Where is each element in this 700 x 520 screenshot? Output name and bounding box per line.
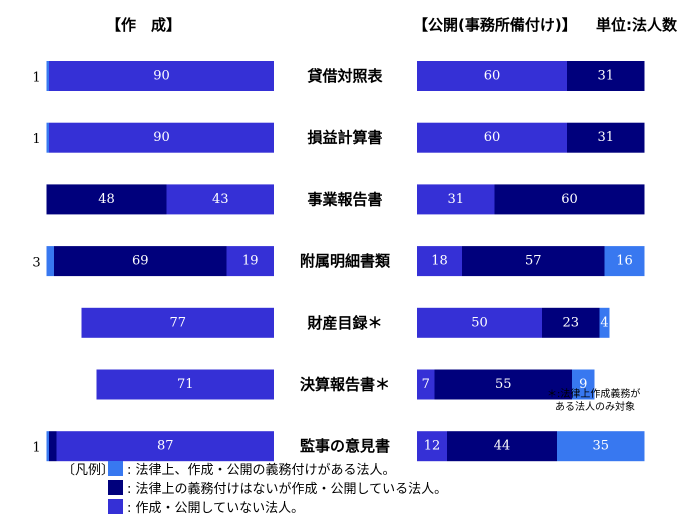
category-label: 財産目録＊ [306, 314, 382, 332]
bar-segment-not_obligatory [46, 184, 167, 215]
value-label: 31 [447, 192, 464, 207]
bar-segment-not_done [417, 369, 435, 400]
legend-swatch-not-done [108, 499, 123, 514]
bar-segment-not_done [417, 184, 495, 215]
value-label: 31 [597, 69, 614, 84]
value-label: 60 [561, 192, 578, 207]
value-label: 9 [579, 377, 587, 392]
value-label: 18 [431, 254, 448, 269]
bar-segment-not_done [417, 61, 567, 91]
value-label: 44 [494, 439, 511, 454]
category-label: 損益計算書 [307, 129, 382, 147]
bar-segment-not_done [417, 122, 567, 153]
legend-item-not-done: : 作成・公開していない法人。 [62, 497, 447, 516]
category-label: 監事の意見書 [300, 437, 390, 455]
value-label: 7 [422, 377, 430, 392]
value-label: 16 [616, 254, 633, 269]
bar-segment-not_done [49, 122, 274, 153]
bar-segment-not_done [96, 369, 274, 400]
value-label: 43 [212, 192, 229, 207]
bar-segment-not_done [56, 431, 274, 462]
bar-segment-not_obligatory [462, 246, 605, 277]
left-panel-title: 【作 成】 [106, 16, 182, 34]
legend: 〔凡例〕 : 法律上、作成・公開の義務付けがある法人。 : 法律上の義務付けはな… [62, 459, 447, 516]
footnote-line-2: ある法人のみ対象 [555, 402, 635, 413]
category-label: 決算報告書＊ [300, 376, 390, 394]
value-label: 3 [32, 256, 40, 271]
value-label: 90 [153, 69, 170, 84]
bar-segment-obligatory [572, 369, 595, 400]
bar-segment-obligatory [46, 122, 49, 153]
legend-label-obligatory: : 法律上、作成・公開の義務付けがある法人。 [127, 463, 396, 478]
value-label: 90 [153, 130, 170, 145]
bar-segment-not_done [166, 184, 274, 215]
bar-segment-not_obligatory [434, 369, 572, 400]
legend-label-not-done: : 作成・公開していない法人。 [127, 501, 305, 516]
bar-segment-obligatory [46, 246, 54, 277]
value-label: 1 [32, 71, 40, 86]
value-label: 31 [597, 130, 614, 145]
bar-segment-obligatory [599, 307, 610, 338]
category-label: 附属明細書類 [300, 252, 391, 270]
bar-segment-not_obligatory [54, 246, 227, 277]
right-panel-title: 【公開(事務所備付け)】 [413, 16, 577, 34]
unit-label: 単位:法人数 [596, 16, 677, 34]
bar-segment-not_obligatory [567, 61, 645, 91]
value-label: 19 [242, 254, 259, 269]
value-label: 71 [177, 377, 194, 392]
category-label: 貸借対照表 [307, 67, 383, 85]
bar-segment-not_done [226, 246, 274, 277]
value-label: 57 [525, 254, 542, 269]
value-label: 77 [169, 315, 186, 330]
bar-segment-not_obligatory [567, 122, 645, 153]
category-label: 事業報告書 [307, 190, 382, 208]
bar-segment-obligatory [46, 431, 49, 462]
value-label: 4 [600, 315, 608, 330]
bar-segment-obligatory [46, 61, 49, 91]
value-label: 12 [424, 439, 441, 454]
legend-label-not-obligatory: : 法律上の義務付けはないが作成・公開している法人。 [127, 482, 448, 497]
footnote: ＊:法律上作成義務が ある法人のみ対象 [547, 388, 640, 414]
value-label: 23 [562, 315, 579, 330]
legend-prefix: 〔凡例〕 [62, 463, 115, 478]
value-label: 55 [495, 377, 512, 392]
bar-segment-not_done [417, 307, 542, 338]
value-label: 60 [484, 130, 501, 145]
value-label: 1 [32, 132, 40, 147]
value-label: 48 [98, 192, 115, 207]
bar-segment-not_done [417, 431, 447, 462]
bar-segment-not_obligatory [542, 307, 600, 338]
legend-swatch-obligatory [108, 461, 123, 476]
value-label: 50 [471, 315, 488, 330]
legend-swatch-not-obligatory [108, 480, 123, 495]
legend-item-obligatory: 〔凡例〕 : 法律上、作成・公開の義務付けがある法人。 [62, 459, 447, 478]
value-label: 69 [132, 254, 149, 269]
value-label: 87 [157, 439, 174, 454]
bar-segment-not_obligatory [494, 184, 645, 215]
bar-segment-obligatory [557, 431, 645, 462]
bar-segment-not_done [417, 246, 462, 277]
legend-item-not-obligatory: : 法律上の義務付けはないが作成・公開している法人。 [62, 478, 447, 497]
value-label: 1 [32, 441, 40, 456]
bar-segment-not_done [81, 307, 274, 338]
bar-segment-not_obligatory [49, 431, 57, 462]
value-label: 60 [484, 69, 501, 84]
bar-segment-obligatory [604, 246, 645, 277]
bar-segment-not_obligatory [447, 431, 557, 462]
value-label: 35 [592, 439, 609, 454]
bar-segment-not_done [49, 61, 274, 91]
footnote-line-1: ＊:法律上作成義務が [547, 389, 641, 400]
